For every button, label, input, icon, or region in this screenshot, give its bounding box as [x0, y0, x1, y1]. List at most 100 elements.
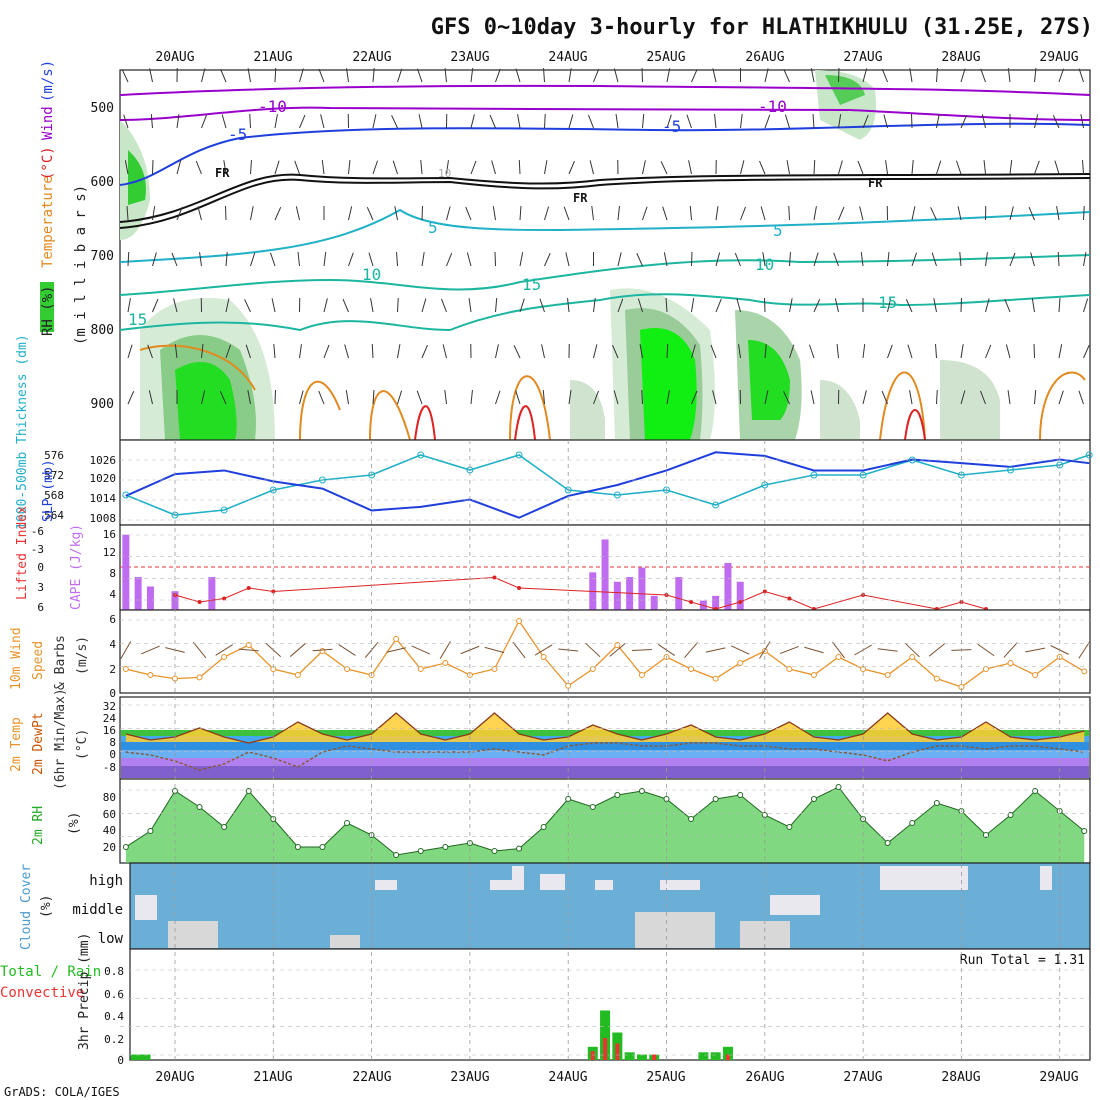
- wind-barb: [857, 160, 864, 175]
- wind-speed-point: [786, 666, 793, 672]
- wind-barb: [983, 160, 986, 175]
- upper-axis-label: RH (%) Temperature (°C) Wind (m/s) (m i …: [40, 60, 89, 345]
- wind-barb: [985, 298, 990, 313]
- wind-barb: [712, 390, 717, 405]
- top-date-axis: 20AUG 21AUG 22AUG 23AUG 24AUG 25AUG 26AU…: [155, 50, 1078, 65]
- wind-barb: [1005, 344, 1011, 359]
- wind-barb: [152, 298, 159, 313]
- wind-barb: [567, 298, 570, 313]
- wind-speed-point: [540, 654, 547, 660]
- wind-barb: [691, 69, 698, 83]
- wind-barb: [199, 252, 202, 267]
- wind-barb: [813, 252, 819, 267]
- precip-axis-label: 3hr Precip (mm): [77, 933, 92, 1050]
- wind-barb: [764, 344, 767, 359]
- wind-barb: [127, 298, 131, 313]
- wind-barb: [392, 160, 398, 175]
- wind-barb: [568, 160, 575, 175]
- thickness-point: [663, 486, 670, 494]
- wind-barb: [470, 114, 475, 129]
- wind-barb: [348, 252, 354, 267]
- li-tick-6: 6: [37, 601, 44, 614]
- contour-label-fr: FR: [215, 166, 230, 180]
- contour-label-plus5: 5: [428, 218, 438, 237]
- wind-barb: [420, 160, 423, 175]
- bottom-date-label-27aug: 27AUG: [843, 1070, 882, 1085]
- wind-barb: [887, 344, 893, 359]
- precip-total-bar: [600, 1010, 611, 1060]
- wind-barb: [838, 114, 842, 129]
- wind-barb: [639, 344, 643, 359]
- wind-barb: [936, 67, 938, 83]
- wind-barb: [1009, 252, 1016, 267]
- top-date-label-27aug: 27AUG: [843, 50, 882, 65]
- wind-barb: [274, 160, 280, 175]
- rh-point: [1032, 788, 1039, 794]
- wind-barb: [466, 252, 472, 267]
- slp-tick-1020: 1020: [90, 472, 117, 485]
- wind-barb: [955, 160, 962, 175]
- wind-barb: [225, 298, 230, 313]
- wind-barb: [274, 207, 282, 221]
- wind-barb: [666, 68, 671, 83]
- wind-barb: [740, 160, 745, 175]
- rh-point: [221, 824, 228, 830]
- wind-barb-10m: [585, 642, 601, 658]
- wind-speed-point: [737, 660, 744, 666]
- wind-barb: [274, 67, 277, 83]
- wind-barb: [397, 344, 401, 359]
- wind-barb: [397, 297, 399, 313]
- wind-barb: [470, 160, 477, 175]
- wind-barb: [960, 115, 968, 129]
- rh-tick-20: 20: [103, 841, 116, 854]
- wind-speed-point: [245, 642, 252, 648]
- wind-barb: [544, 253, 551, 267]
- wind-barb: [171, 252, 178, 267]
- wind-barb: [736, 298, 741, 313]
- wind-speed-point: [810, 672, 817, 678]
- rh-point: [688, 816, 695, 822]
- cloud-level-middle: middle: [72, 902, 123, 918]
- wind-barb: [907, 344, 913, 359]
- wind-barb: [220, 68, 227, 83]
- slp-axis-label: SLP (mb): [41, 459, 56, 522]
- wind-barb: [930, 207, 937, 221]
- wind-barb: [416, 68, 423, 83]
- lifted-index-point: [762, 589, 767, 594]
- wind-barb: [1030, 252, 1035, 267]
- wind-speed-point: [221, 654, 228, 660]
- contour-label-15-left: 15: [128, 310, 147, 329]
- wind-barb-10m: [484, 646, 505, 654]
- rh-point: [196, 804, 203, 810]
- wind-barb: [911, 206, 916, 221]
- wind-barb: [810, 390, 815, 405]
- wind-speed-line: [120, 618, 1091, 690]
- wind-barb: [519, 298, 525, 313]
- wind-barb: [372, 160, 379, 175]
- bottom-date-label-28aug: 28AUG: [941, 1070, 980, 1085]
- wind-barb: [1009, 206, 1014, 221]
- cloud-gaps: [135, 866, 1052, 948]
- wind-barb: [269, 252, 276, 267]
- temp-axis-label-1: 2m Temp: [9, 717, 24, 772]
- wind-speed-point: [565, 682, 572, 689]
- wind-barb-10m: [289, 643, 306, 657]
- rh-point: [810, 796, 817, 802]
- wind-barb: [1009, 160, 1013, 175]
- precip-convective-bar: [603, 1038, 608, 1060]
- wind-barb: [808, 344, 815, 359]
- wind-barb: [666, 343, 669, 359]
- wind-barb: [418, 114, 423, 129]
- li-tick-minus3: -3: [31, 543, 44, 556]
- contour-label-minus10: -10: [258, 97, 287, 116]
- wind-barb: [126, 205, 129, 221]
- wind-speed-point: [712, 675, 719, 682]
- li-tick-minus6: -6: [31, 525, 44, 538]
- cape-bar: [146, 586, 154, 610]
- wind-barb: [885, 160, 888, 175]
- top-date-label-23aug: 23AUG: [450, 50, 489, 65]
- wind-barb-10m: [1078, 641, 1091, 659]
- cape-bar: [208, 577, 216, 610]
- wind-barb: [715, 252, 721, 267]
